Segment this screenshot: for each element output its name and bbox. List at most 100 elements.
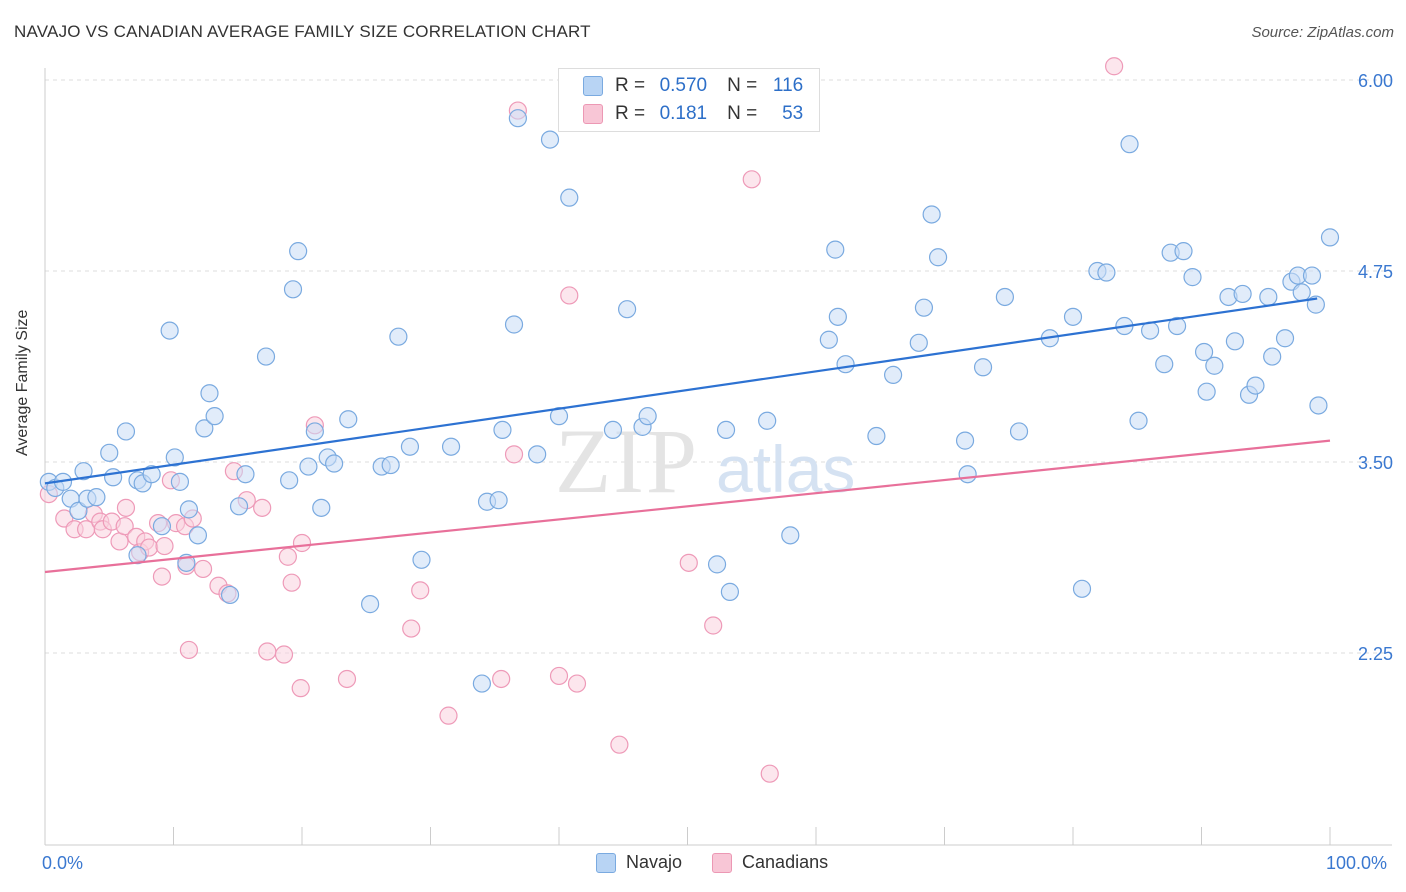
navajo-point (472, 674, 491, 693)
canadians-point (337, 669, 357, 689)
navajo-point (152, 517, 172, 536)
n-value: 116 (772, 75, 804, 96)
navajo-point (299, 457, 318, 476)
navajo-points (39, 109, 1340, 693)
navajo-point (1155, 355, 1174, 374)
source-label: Source: ZipAtlas.com (1251, 24, 1394, 41)
navajo-point (389, 327, 408, 346)
navajo-point (955, 431, 975, 450)
canadians-point (258, 642, 277, 661)
navajo-point (819, 330, 838, 349)
r-label: R = (615, 75, 646, 96)
navajo-point (1263, 347, 1282, 366)
legend-item-navajo[interactable]: Navajo (596, 852, 682, 873)
canadians-point (439, 706, 458, 725)
navajo-point (128, 546, 147, 565)
watermark-atlas: atlas (716, 432, 855, 506)
legend-item-canadians[interactable]: Canadians (712, 852, 828, 873)
navajo-point (229, 497, 249, 516)
navajo-point (312, 498, 331, 517)
canadians-point (291, 679, 310, 698)
canadians-point (292, 533, 312, 553)
canadians-point (742, 170, 761, 189)
navajo-point (603, 420, 623, 440)
navajo-point (716, 420, 736, 440)
navajo-point (1120, 135, 1139, 154)
navajo-point (1174, 242, 1193, 261)
navajo-point (973, 358, 993, 377)
legend-row-navajo: R = 0.570 N = 116 (583, 74, 803, 98)
navajo-point (528, 445, 547, 464)
navajo-point (1009, 422, 1029, 441)
legend-label-navajo: Navajo (626, 852, 683, 872)
canadians-point (110, 532, 129, 551)
navajo-point (205, 407, 224, 426)
navajo-point (826, 240, 845, 259)
canadians-trend-line (44, 439, 1331, 574)
navajo-point (142, 465, 161, 484)
navajo-point (165, 448, 184, 467)
y-tick-labels: 2.25 3.50 4.75 6.00 (1358, 71, 1393, 664)
navajo-point (922, 205, 941, 224)
navajo-point (1233, 284, 1252, 304)
navajo-point (325, 454, 344, 473)
navajo-point (179, 500, 199, 519)
navajo-point (188, 526, 208, 545)
navajo-point (1197, 382, 1216, 401)
navajo-point (707, 555, 727, 574)
canadians-point (411, 581, 430, 600)
canadians-legend-swatch (712, 852, 733, 873)
canadians-point (155, 536, 174, 556)
navajo-point (883, 365, 903, 385)
navajo-point (441, 437, 461, 456)
navajo-point (836, 355, 855, 374)
navajo-point (1194, 342, 1214, 362)
canadians-point (679, 553, 698, 572)
x-tick-label-max: 100.0% (1326, 853, 1388, 873)
navajo-point (1246, 376, 1265, 395)
navajo-point (400, 437, 420, 456)
watermark-zip: ZIP (555, 410, 699, 512)
canadians-point (610, 735, 629, 754)
n-value: 53 (782, 103, 804, 124)
legend-label-canadians: Canadians (742, 852, 829, 872)
trend-lines (44, 297, 1331, 574)
canadians-point (253, 498, 272, 517)
navajo-point (489, 491, 508, 510)
navajo-point (1225, 332, 1245, 351)
n-label: N = (727, 75, 758, 96)
navajo-point (104, 468, 123, 487)
navajo-point (361, 595, 380, 614)
navajo-point (504, 315, 524, 334)
navajo-point (236, 465, 255, 484)
navajo-point (280, 471, 299, 490)
navajo-point (493, 420, 512, 440)
r-value: 0.570 (659, 75, 708, 96)
navajo-point (256, 347, 276, 366)
navajo-point (1309, 396, 1328, 415)
navajo-point (618, 300, 637, 319)
canadians-point (560, 286, 579, 305)
navajo-swatch (583, 76, 603, 96)
x-tick-label-min: 0.0% (42, 853, 84, 873)
navajo-point (638, 407, 657, 426)
navajo-point (781, 526, 800, 545)
canadians-point (179, 640, 199, 660)
navajo-point (1259, 287, 1278, 307)
navajo-point (1275, 329, 1295, 348)
canadians-point (282, 573, 301, 592)
navajo-point (116, 422, 136, 441)
navajo-point (914, 298, 934, 317)
navajo-point (560, 188, 579, 207)
navajo-point (1183, 268, 1202, 287)
navajo-trend-line (44, 297, 1318, 485)
navajo-point (1292, 283, 1311, 302)
navajo-point (958, 465, 977, 484)
y-tick-label: 4.75 (1358, 262, 1393, 282)
navajo-point (758, 411, 777, 430)
legend-row-canadians: R = 0.181 N = 53 (583, 102, 803, 126)
chart-title: NAVAJO VS CANADIAN AVERAGE FAMILY SIZE C… (14, 22, 591, 41)
axes (44, 68, 1392, 846)
stats-legend: R = 0.570 N = 116 R = 0.181 N = 53 (558, 68, 820, 132)
navajo-point (1072, 579, 1092, 598)
